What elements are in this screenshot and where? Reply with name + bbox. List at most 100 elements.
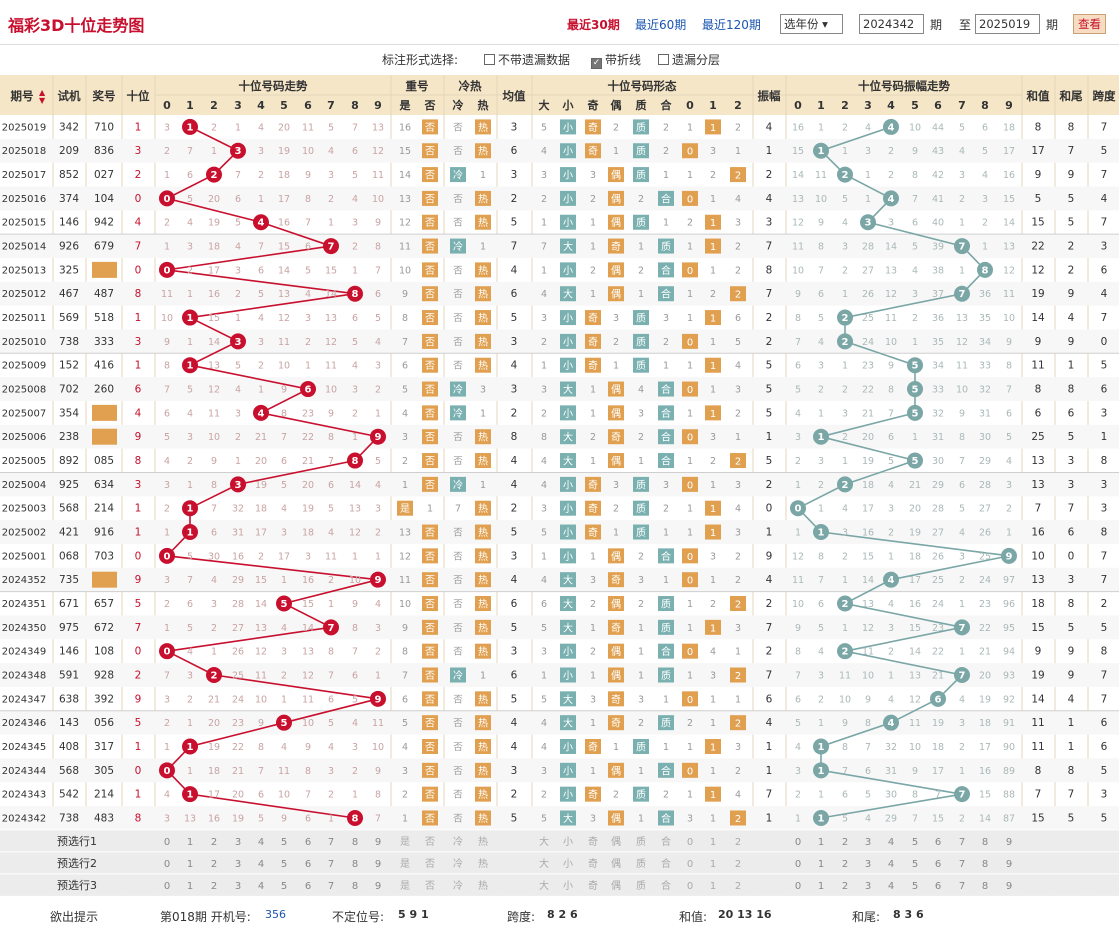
preselect-amp-digit[interactable]: 0 — [795, 881, 801, 892]
preselect-form[interactable]: 合 — [661, 835, 671, 848]
preselect-cell[interactable]: 是 — [400, 858, 410, 870]
preselect-cell[interactable]: 冷 — [453, 835, 463, 848]
preselect-amp-digit[interactable]: 5 — [912, 837, 918, 848]
option-layered[interactable]: 遗漏分层 — [658, 51, 720, 68]
preselect-cell[interactable]: 热 — [478, 879, 488, 892]
preselect-digit[interactable]: 0 — [164, 881, 170, 892]
preselect-form[interactable]: 小 — [563, 858, 573, 870]
preselect-amp-digit[interactable]: 8 — [982, 859, 988, 870]
preselect-amp-digit[interactable]: 1 — [818, 859, 824, 870]
range-120-link[interactable]: 最近120期 — [702, 18, 761, 32]
preselect-cell[interactable]: 否 — [425, 836, 435, 848]
preselect-cell[interactable]: 热 — [478, 857, 488, 870]
preselect-form[interactable]: 1 — [710, 837, 716, 848]
preselect-form[interactable]: 大 — [539, 857, 549, 870]
preselect-digit[interactable]: 6 — [305, 837, 311, 848]
preselect-digit[interactable]: 6 — [305, 859, 311, 870]
year-select[interactable]: 选年份 ▾ — [780, 14, 843, 34]
preselect-digit[interactable]: 8 — [352, 881, 358, 892]
checkbox-icon[interactable] — [484, 54, 495, 65]
preselect-amp-digit[interactable]: 3 — [865, 837, 871, 848]
preselect-form[interactable]: 小 — [563, 836, 573, 848]
preselect-amp-digit[interactable]: 6 — [935, 837, 941, 848]
from-period-input[interactable]: 2024342 — [859, 14, 924, 34]
sort-icon[interactable]: ▼ — [39, 96, 46, 105]
preselect-amp-digit[interactable]: 9 — [1006, 881, 1012, 892]
preselect-digit[interactable]: 7 — [328, 881, 334, 892]
range-30-link[interactable]: 最近30期 — [567, 18, 620, 32]
preselect-form[interactable]: 奇 — [588, 857, 598, 870]
preselect-amp-digit[interactable]: 8 — [982, 881, 988, 892]
to-period-input[interactable]: 2025019 — [975, 14, 1040, 34]
preselect-amp-digit[interactable]: 6 — [935, 859, 941, 870]
preselect-amp-digit[interactable]: 7 — [959, 859, 965, 870]
preselect-cell[interactable]: 是 — [400, 880, 410, 892]
preselect-digit[interactable]: 4 — [258, 859, 264, 870]
preselect-amp-digit[interactable]: 2 — [842, 859, 848, 870]
preselect-cell[interactable]: 是 — [400, 836, 410, 848]
query-button[interactable]: 查看 — [1073, 14, 1106, 34]
preselect-amp-digit[interactable]: 7 — [959, 837, 965, 848]
preselect-digit[interactable]: 9 — [375, 881, 381, 892]
preselect-digit[interactable]: 0 — [164, 837, 170, 848]
preselect-digit[interactable]: 1 — [187, 881, 193, 892]
range-60-link[interactable]: 最近60期 — [635, 18, 687, 32]
preselect-digit[interactable]: 8 — [352, 837, 358, 848]
preselect-form[interactable]: 0 — [687, 859, 693, 870]
preselect-amp-digit[interactable]: 3 — [865, 881, 871, 892]
preselect-amp-digit[interactable]: 9 — [1006, 859, 1012, 870]
preselect-digit[interactable]: 3 — [235, 881, 241, 892]
preselect-form[interactable]: 质 — [636, 858, 646, 870]
preselect-amp-digit[interactable]: 9 — [1006, 837, 1012, 848]
preselect-amp-digit[interactable]: 3 — [865, 859, 871, 870]
preselect-digit[interactable]: 9 — [375, 859, 381, 870]
preselect-amp-digit[interactable]: 5 — [912, 859, 918, 870]
preselect-amp-digit[interactable]: 4 — [888, 859, 894, 870]
preselect-cell[interactable]: 热 — [478, 835, 488, 848]
preselect-cell[interactable]: 冷 — [453, 857, 463, 870]
preselect-digit[interactable]: 5 — [281, 881, 287, 892]
preselect-amp-digit[interactable]: 2 — [842, 837, 848, 848]
preselect-form[interactable]: 2 — [735, 859, 741, 870]
preselect-amp-digit[interactable]: 0 — [795, 837, 801, 848]
preselect-form[interactable]: 2 — [735, 881, 741, 892]
preselect-form[interactable]: 0 — [687, 837, 693, 848]
preselect-form[interactable]: 0 — [687, 881, 693, 892]
preselect-digit[interactable]: 0 — [164, 859, 170, 870]
preselect-cell[interactable]: 否 — [425, 880, 435, 892]
option-no-missing[interactable]: 不带遗漏数据 — [484, 51, 570, 68]
preselect-form[interactable]: 大 — [539, 835, 549, 848]
preselect-digit[interactable]: 9 — [375, 837, 381, 848]
sort-icon[interactable]: ▲ — [39, 88, 46, 97]
preselect-amp-digit[interactable]: 1 — [818, 837, 824, 848]
preselect-digit[interactable]: 2 — [211, 881, 217, 892]
preselect-digit[interactable]: 5 — [281, 859, 287, 870]
preselect-digit[interactable]: 3 — [235, 837, 241, 848]
preselect-form[interactable]: 质 — [636, 880, 646, 892]
preselect-digit[interactable]: 1 — [187, 837, 193, 848]
preselect-amp-digit[interactable]: 1 — [818, 881, 824, 892]
preselect-form[interactable]: 偶 — [611, 879, 621, 892]
preselect-form[interactable]: 偶 — [611, 835, 621, 848]
preselect-digit[interactable]: 8 — [352, 859, 358, 870]
checkbox-checked-icon[interactable]: ✓ — [591, 58, 602, 69]
preselect-amp-digit[interactable]: 4 — [888, 881, 894, 892]
preselect-amp-digit[interactable]: 8 — [982, 837, 988, 848]
preselect-form[interactable]: 质 — [636, 836, 646, 848]
preselect-amp-digit[interactable]: 4 — [888, 837, 894, 848]
preselect-form[interactable]: 1 — [710, 881, 716, 892]
preselect-form[interactable]: 合 — [661, 879, 671, 892]
preselect-amp-digit[interactable]: 0 — [795, 859, 801, 870]
preselect-digit[interactable]: 5 — [281, 837, 287, 848]
preselect-form[interactable]: 大 — [539, 879, 549, 892]
preselect-form[interactable]: 合 — [661, 857, 671, 870]
preselect-digit[interactable]: 1 — [187, 859, 193, 870]
preselect-digit[interactable]: 4 — [258, 881, 264, 892]
preselect-amp-digit[interactable]: 6 — [935, 881, 941, 892]
preselect-digit[interactable]: 2 — [211, 859, 217, 870]
preselect-form[interactable]: 1 — [710, 859, 716, 870]
option-with-lines[interactable]: ✓ 带折线 — [591, 51, 641, 69]
preselect-cell[interactable]: 冷 — [453, 879, 463, 892]
preselect-amp-digit[interactable]: 7 — [959, 881, 965, 892]
preselect-form[interactable]: 奇 — [588, 835, 598, 848]
